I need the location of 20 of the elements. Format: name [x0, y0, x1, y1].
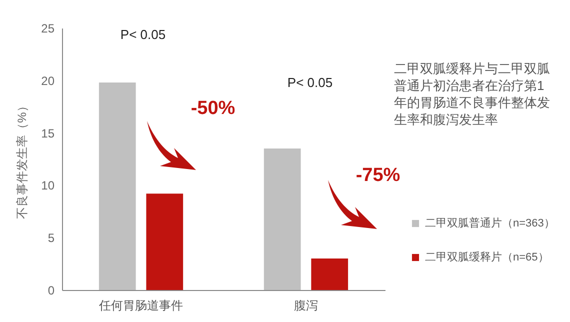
y-tick-label: 5	[48, 231, 55, 246]
legend-label: 二甲双胍缓释片（n=65）	[425, 250, 549, 264]
y-tick-label: 25	[41, 22, 55, 36]
y-tick-label: 20	[41, 74, 55, 88]
bar	[98, 82, 136, 290]
bar	[311, 258, 348, 290]
annotation: P< 0.05	[287, 75, 333, 90]
y-axis-title: 不良事件发生率（%）	[15, 100, 30, 219]
y-tick-label: 10	[41, 178, 55, 193]
x-tick-label: 腹泻	[294, 298, 318, 312]
bar	[264, 148, 301, 290]
bar	[146, 194, 184, 290]
text: 二甲双胍缓释片与二甲双胍普通片初治患者在治疗第1年的胃肠道不良事件整体发生率和腹泻发生率	[394, 60, 551, 128]
annotation: -50%	[190, 98, 236, 119]
x-tick-label: 任何胃肠道事件	[98, 298, 184, 312]
annotation: P< 0.05	[120, 27, 166, 42]
y-tick-label: 0	[48, 284, 55, 298]
y-tick-label: 15	[41, 126, 55, 140]
annotation: -75%	[356, 165, 400, 186]
legend-label: 二甲双胍普通片（n=363）	[425, 216, 555, 230]
